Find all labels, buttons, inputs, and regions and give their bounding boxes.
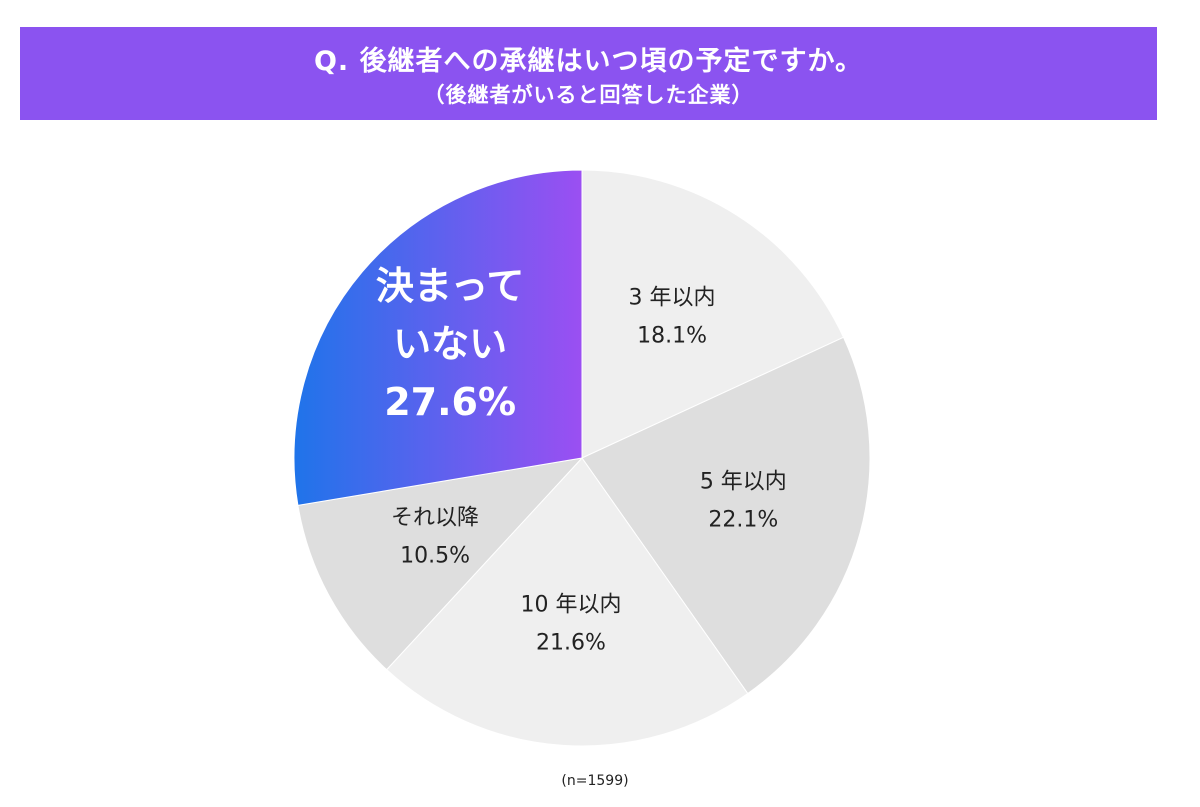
slice-category-label-2: 5 年以内 [700, 469, 787, 494]
pie-labels: 3 年以内 18.1% 5 年以内 22.1% 10 年以内 21.6% それ以降 10.5%… [376, 264, 787, 656]
slice-value-label-3: 21.6% [536, 631, 606, 656]
pie-slice-3 [385, 457, 749, 747]
pie-slice-4 [297, 457, 584, 671]
slice-category-label-5: いない [393, 322, 507, 366]
pie-slice-5 [293, 169, 583, 506]
pie-slice-2 [581, 336, 871, 695]
slice-category-label-4: それ以降 [391, 505, 479, 530]
pie-slices [293, 169, 871, 747]
slice-value-label-2: 22.1% [708, 507, 778, 532]
slice-category-label-1: 3 年以内 [629, 285, 716, 310]
sample-size-note: (n=1599) [561, 773, 629, 789]
chart-title: Q. 後継者への承継はいつ頃の予定ですか。 [313, 46, 864, 77]
slice-category-label-5: 決まって [376, 264, 525, 308]
chart-header: Q. 後継者への承継はいつ頃の予定ですか。 （後継者がいると回答した企業） [20, 27, 1157, 120]
slice-category-label-3: 10 年以内 [520, 593, 621, 618]
pie-slice-1 [581, 169, 845, 459]
slice-value-label-5: 27.6% [384, 380, 516, 424]
slice-value-label-4: 10.5% [400, 543, 470, 568]
slice-value-label-1: 18.1% [637, 323, 707, 348]
chart-subtitle: （後継者がいると回答した企業） [423, 83, 754, 107]
